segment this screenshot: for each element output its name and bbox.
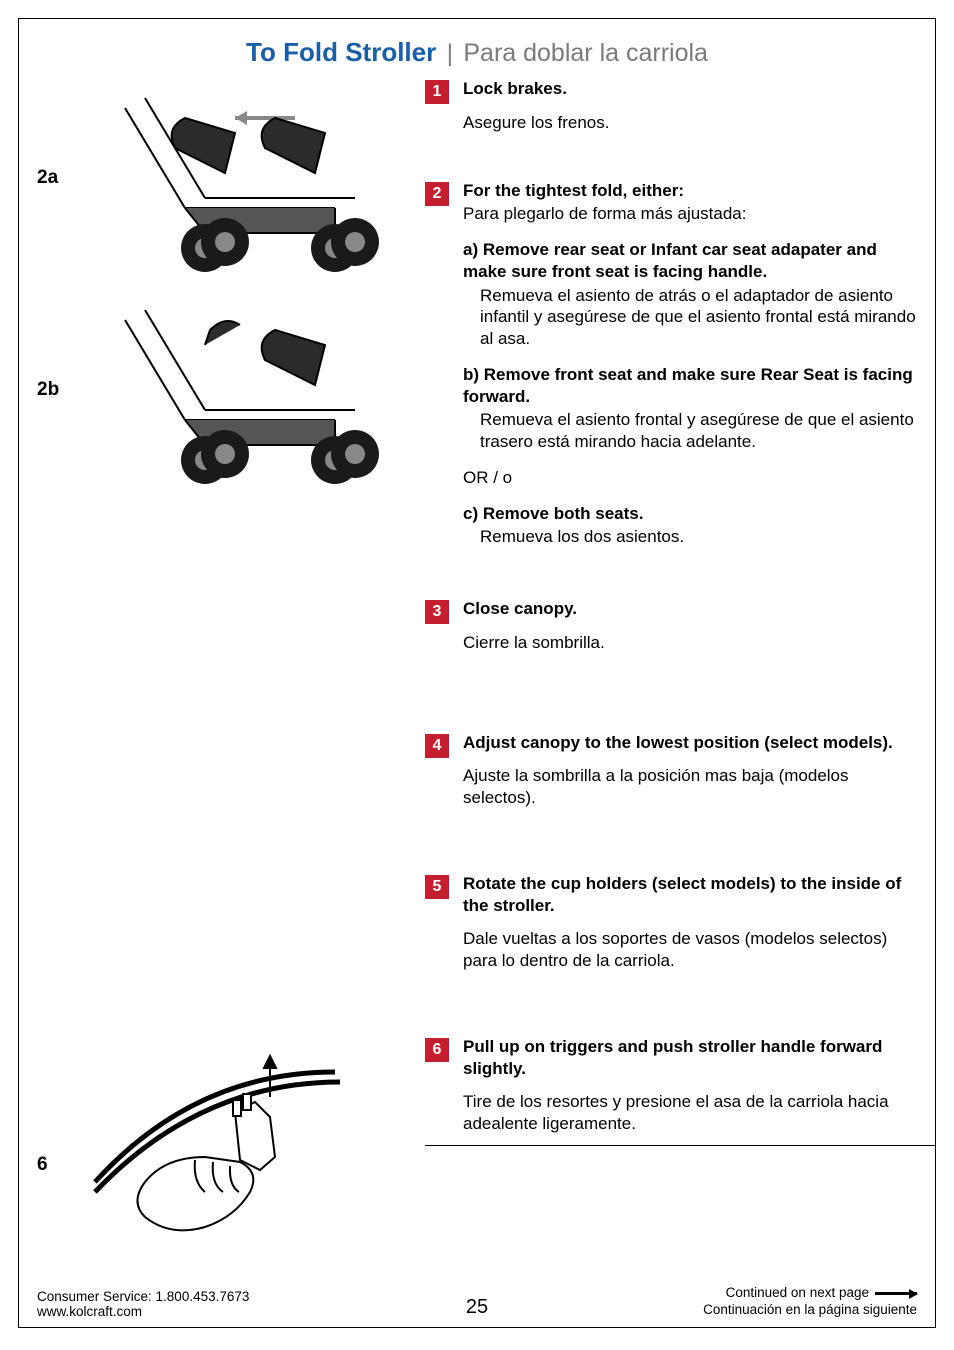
figure-2a: 2a xyxy=(37,78,407,278)
step-body: Pull up on triggers and push stroller ha… xyxy=(463,1036,917,1135)
website-url: www.kolcraft.com xyxy=(37,1304,249,1319)
step-number-badge: 2 xyxy=(425,182,449,206)
title-english: To Fold Stroller xyxy=(246,37,436,67)
step-2c: c) Remove both seats. Remueva los dos as… xyxy=(463,503,917,549)
step-2a: a) Remove rear seat or Infant car seat a… xyxy=(463,239,917,350)
sub-prefix: c) xyxy=(463,504,478,523)
stroller-2a-illustration xyxy=(75,78,395,278)
step-number-badge: 5 xyxy=(425,875,449,899)
sub-prefix: a) xyxy=(463,240,478,259)
step-text-es: Dale vueltas a los soportes de vasos (mo… xyxy=(463,928,917,972)
step-2-options: a) Remove rear seat or Infant car seat a… xyxy=(463,239,917,548)
sub-en: b) Remove front seat and make sure Rear … xyxy=(463,364,917,408)
trigger-hand-illustration xyxy=(75,1042,395,1242)
step-2b: b) Remove front seat and make sure Rear … xyxy=(463,364,917,453)
step-text-en: Adjust canopy to the lowest position (se… xyxy=(463,732,917,754)
step-6: 6 Pull up on triggers and push stroller … xyxy=(425,1036,917,1135)
steps-column: 1 Lock brakes. Asegure los frenos. 2 For… xyxy=(425,78,917,1254)
step-body: Adjust canopy to the lowest position (se… xyxy=(463,732,917,809)
spacer xyxy=(37,502,407,1042)
footer-divider-right xyxy=(425,1145,935,1146)
content-columns: 2a xyxy=(37,78,917,1254)
title-spanish: Para doblar la carriola xyxy=(463,39,708,67)
figures-column: 2a xyxy=(37,78,407,1254)
step-text-es: Cierre la sombrilla. xyxy=(463,632,917,654)
step-text-en: Lock brakes. xyxy=(463,78,917,100)
sub-es: Remueva los dos asientos. xyxy=(463,526,917,548)
sub-en: c) Remove both seats. xyxy=(463,503,917,525)
figure-6: 6 xyxy=(37,1042,407,1242)
step-number-badge: 4 xyxy=(425,734,449,758)
consumer-service-line: Consumer Service: 1.800.453.7673 xyxy=(37,1289,249,1304)
step-text-en: Pull up on triggers and push stroller ha… xyxy=(463,1036,917,1080)
step-text-en: Close canopy. xyxy=(463,598,917,620)
sub-es: Remueva el asiento frontal y asegúrese d… xyxy=(463,409,917,453)
step-number-badge: 3 xyxy=(425,600,449,624)
continued-en: Continued on next page xyxy=(703,1285,917,1302)
step-4: 4 Adjust canopy to the lowest position (… xyxy=(425,732,917,809)
sub-es: Remueva el asiento de atrás o el adaptad… xyxy=(463,285,917,350)
figure-label-2b: 2b xyxy=(37,379,59,401)
or-divider: OR / o xyxy=(463,467,917,489)
sub-en-text: Remove front seat and make sure Rear Sea… xyxy=(463,365,913,406)
stroller-2b-illustration xyxy=(75,290,395,490)
continued-es: Continuación en la página siguiente xyxy=(703,1302,917,1319)
step-text-es: Tire de los resortes y presione el asa d… xyxy=(463,1091,917,1135)
figure-label-2a: 2a xyxy=(37,167,58,189)
step-text-es: Ajuste la sombrilla a la posición mas ba… xyxy=(463,765,917,809)
sub-prefix: b) xyxy=(463,365,479,384)
step-body: For the tightest fold, either: Para pleg… xyxy=(463,180,917,549)
arrow-right-icon xyxy=(875,1292,917,1295)
step-text-es: Asegure los frenos. xyxy=(463,112,917,134)
figure-label-6: 6 xyxy=(37,1154,48,1176)
continued-en-text: Continued on next page xyxy=(726,1285,869,1300)
footer-right: Continued on next page Continuación en l… xyxy=(703,1285,917,1319)
step-body: Rotate the cup holders (select models) t… xyxy=(463,873,917,972)
sub-en-text: Remove rear seat or Infant car seat adap… xyxy=(463,240,877,281)
step-number-badge: 1 xyxy=(425,80,449,104)
sub-en-text: Remove both seats. xyxy=(483,504,644,523)
page-number: 25 xyxy=(466,1296,488,1319)
step-1: 1 Lock brakes. Asegure los frenos. xyxy=(425,78,917,134)
footer-left: Consumer Service: 1.800.453.7673 www.kol… xyxy=(37,1289,249,1319)
title-separator: | xyxy=(441,40,459,67)
step-5: 5 Rotate the cup holders (select models)… xyxy=(425,873,917,972)
page-footer: Consumer Service: 1.800.453.7673 www.kol… xyxy=(37,1285,917,1319)
step-3: 3 Close canopy. Cierre la sombrilla. xyxy=(425,598,917,654)
step-text-en: Rotate the cup holders (select models) t… xyxy=(463,873,917,917)
step-body: Lock brakes. Asegure los frenos. xyxy=(463,78,917,134)
page-title-row: To Fold Stroller | Para doblar la carrio… xyxy=(37,19,917,78)
step-body: Close canopy. Cierre la sombrilla. xyxy=(463,598,917,654)
step-text-es: Para plegarlo de forma más ajustada: xyxy=(463,203,917,225)
figure-2b: 2b xyxy=(37,290,407,490)
step-text-en: For the tightest fold, either: xyxy=(463,180,917,202)
sub-en: a) Remove rear seat or Infant car seat a… xyxy=(463,239,917,283)
step-2: 2 For the tightest fold, either: Para pl… xyxy=(425,180,917,549)
manual-page: To Fold Stroller | Para doblar la carrio… xyxy=(18,18,936,1328)
step-number-badge: 6 xyxy=(425,1038,449,1062)
